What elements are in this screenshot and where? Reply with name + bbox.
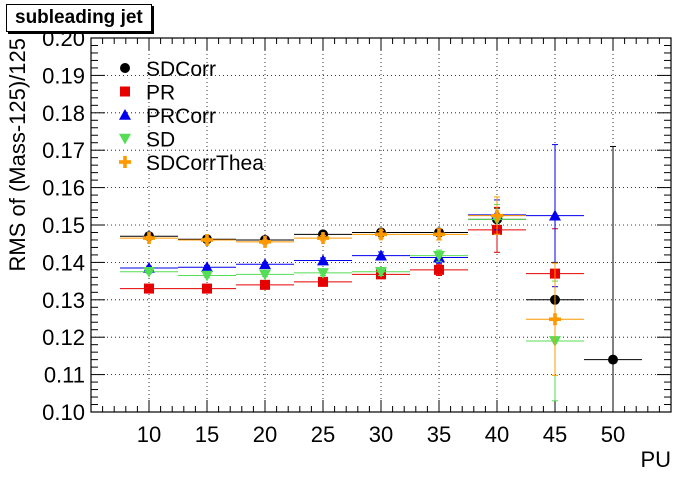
y-tick-label: 0.11 xyxy=(44,363,85,388)
x-tick-label: 45 xyxy=(543,422,567,447)
prcorr-point xyxy=(317,254,329,266)
prcorr-point xyxy=(259,258,271,270)
x-tick-label: 20 xyxy=(253,422,277,447)
legend-marker-prcorr xyxy=(119,109,131,120)
sd-point xyxy=(375,266,387,278)
y-tick-label: 0.14 xyxy=(42,250,85,275)
y-tick-label: 0.19 xyxy=(42,63,85,88)
legend-marker-sd xyxy=(119,133,131,145)
y-tick-label: 0.18 xyxy=(42,101,85,126)
x-tick-label: 10 xyxy=(137,422,161,447)
sdcorrthea-point-v xyxy=(205,233,209,246)
sd-point xyxy=(317,268,329,279)
legend-marker-pr xyxy=(120,86,130,97)
sdcorrthea-point-v xyxy=(437,228,441,241)
legend-label-sdcorr: SDCorr xyxy=(146,58,216,81)
x-tick-label: 25 xyxy=(311,422,335,447)
y-axis-label: RMS of (Mass-125)/125 xyxy=(5,38,30,272)
y-tick-label: 0.16 xyxy=(42,176,85,201)
legend-label-sd: SD xyxy=(146,129,175,152)
x-tick-label: 15 xyxy=(195,422,219,447)
pr-point xyxy=(144,283,154,294)
prcorr-point xyxy=(201,261,213,273)
pr-point xyxy=(318,276,328,287)
sdcorrthea-point-v xyxy=(147,232,151,245)
pr-point xyxy=(260,279,270,290)
sdcorrthea-point-v xyxy=(553,313,557,326)
y-tick-label: 0.13 xyxy=(42,288,85,313)
pr-point xyxy=(434,264,444,275)
sdcorrthea-point-v xyxy=(321,232,325,245)
legend-label-pr: PR xyxy=(146,82,175,105)
x-tick-label: 40 xyxy=(485,422,509,447)
y-tick-label: 0.15 xyxy=(42,213,85,238)
y-tick-label: 0.12 xyxy=(42,325,85,350)
prcorr-point xyxy=(549,209,561,221)
legend-marker-sdcorrthea-v xyxy=(123,156,127,168)
legend-label-sdcorrthea: SDCorrThea xyxy=(146,152,264,175)
prcorr-point xyxy=(375,249,387,261)
sd-point xyxy=(143,266,155,278)
legend-label-prcorr: PRCorr xyxy=(146,105,216,128)
sd-point xyxy=(259,269,271,281)
chart-title: subleading jet xyxy=(6,4,152,32)
sd-point xyxy=(433,250,445,262)
x-axis-label: PU xyxy=(640,447,671,472)
legend-marker-sdcorr xyxy=(120,63,130,73)
y-tick-label: 0.10 xyxy=(42,400,85,425)
sdcorr-point xyxy=(608,354,618,365)
sd-point xyxy=(201,270,213,282)
sdcorrthea-point-v xyxy=(495,209,499,222)
x-tick-label: 35 xyxy=(427,422,451,447)
x-tick-label: 30 xyxy=(369,422,393,447)
x-tick-label: 50 xyxy=(601,422,625,447)
sdcorrthea-point-v xyxy=(263,235,267,248)
sdcorrthea-point-v xyxy=(379,228,383,241)
pr-point xyxy=(202,283,212,294)
y-tick-label: 0.17 xyxy=(42,138,85,163)
